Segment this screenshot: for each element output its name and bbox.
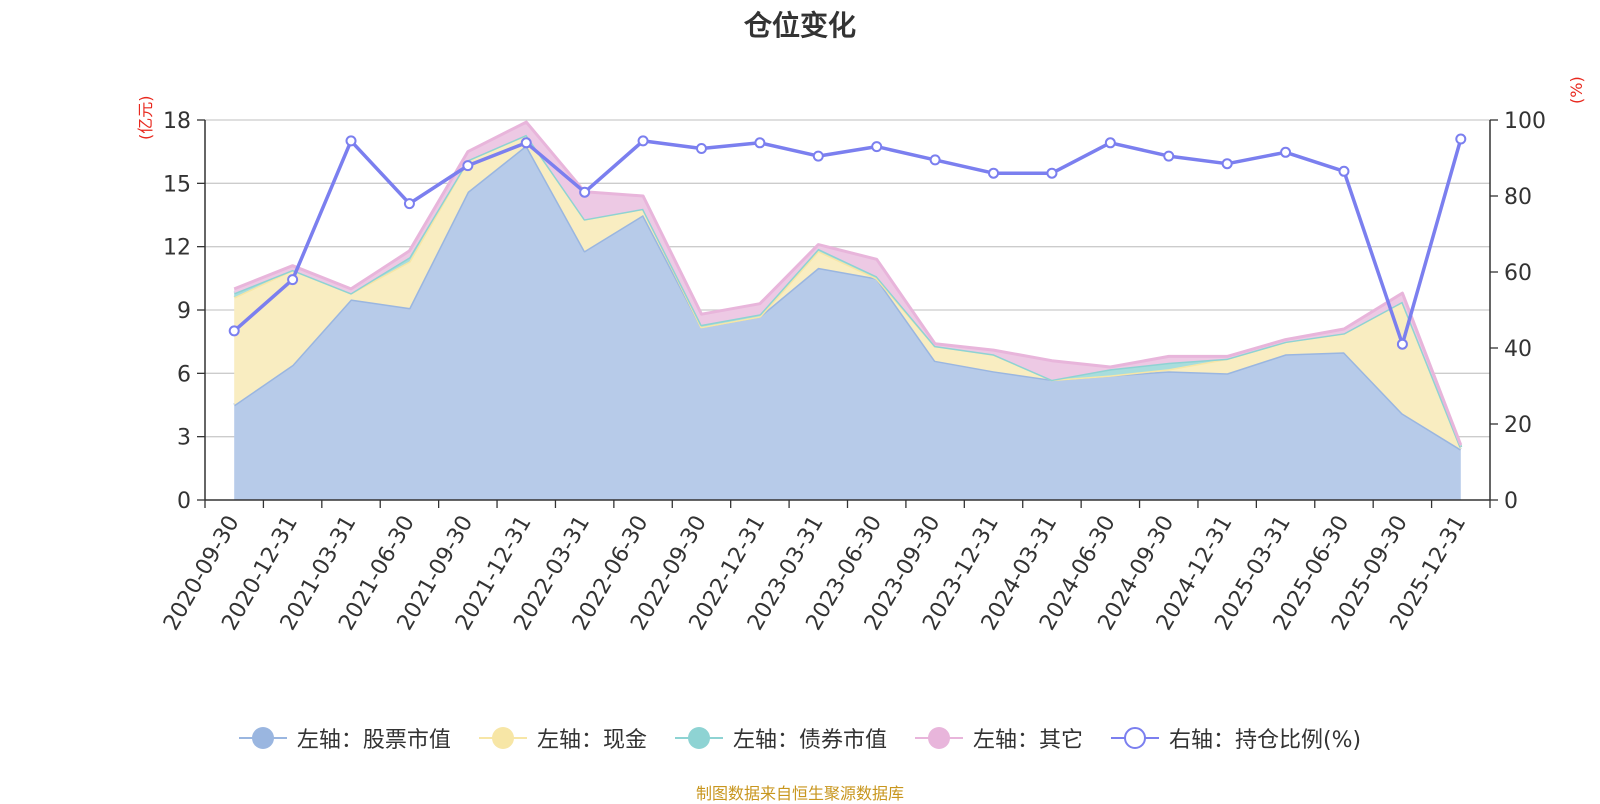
left-axis-tick-label: 3 [177, 426, 191, 451]
ratio-point [1163, 150, 1175, 162]
chart-title: 仓位变化 [743, 9, 856, 42]
ratio-point [1280, 146, 1292, 158]
legend-bond-swatch-icon [674, 727, 723, 749]
ratio-point [403, 198, 415, 210]
legend: 左轴：股票市值 左轴：现金 左轴：债券市值 左轴：其它 右轴：持仓比例(%) [0, 722, 1600, 754]
legend-label: 右轴：持仓比例(%) [1168, 728, 1362, 753]
ratio-point [1338, 165, 1350, 177]
legend-item-cash[interactable]: 左轴：现金 [478, 722, 647, 754]
legend-item-ratio[interactable]: 右轴：持仓比例(%) [1110, 722, 1362, 754]
legend-item-bond[interactable]: 左轴：债券市值 [674, 722, 887, 754]
ratio-point [228, 325, 240, 337]
ratio-point [579, 186, 591, 198]
right-axis-tick-label: 40 [1504, 337, 1532, 362]
left-axis-unit: (亿元) [136, 95, 155, 141]
ratio-point [637, 135, 649, 147]
legend-label: 左轴：股票市值 [296, 728, 451, 753]
ratio-line [233, 138, 1463, 346]
ratio-point [1046, 167, 1058, 179]
legend-label: 左轴：现金 [536, 728, 647, 753]
area-series-2 [234, 134, 1461, 448]
right-axis-unit: (%) [1567, 76, 1586, 104]
legend-label: 左轴：债券市值 [732, 728, 887, 753]
legend-ratio-swatch-icon [1110, 727, 1159, 749]
ratio-point [1396, 338, 1408, 350]
ratio-point [988, 167, 1000, 179]
area-series-0 [234, 145, 1461, 501]
legend-item-stock[interactable]: 左轴：股票市值 [238, 722, 451, 754]
left-axis-tick-label: 18 [163, 109, 191, 134]
source-note: 制图数据来自恒生聚源数据库 [695, 784, 904, 803]
ratio-point [1221, 158, 1233, 170]
ratio-point [462, 160, 474, 172]
area-edge-series-3 [233, 120, 1463, 446]
ratio-point [1455, 133, 1467, 145]
legend-label: 左轴：其它 [972, 728, 1083, 753]
ratio-point [287, 274, 299, 286]
ratio-point [754, 137, 766, 149]
right-axis-tick-label: 100 [1504, 109, 1546, 134]
ratio-point [1104, 137, 1116, 149]
ratio-point [929, 154, 941, 166]
left-axis-tick-label: 15 [163, 172, 191, 197]
left-axis-tick-label: 9 [177, 299, 191, 324]
legend-cash-swatch-icon [478, 727, 527, 749]
ratio-point [812, 150, 824, 162]
ratio-point [695, 143, 707, 154]
ratio-point [520, 137, 532, 149]
left-axis-tick-label: 12 [163, 236, 191, 261]
right-axis-tick-label: 60 [1504, 261, 1532, 286]
ratio-point [871, 141, 883, 153]
ratio-point [345, 135, 357, 147]
left-axis-tick-label: 0 [177, 489, 191, 514]
legend-other-swatch-icon [914, 727, 963, 749]
legend-item-other[interactable]: 左轴：其它 [914, 722, 1083, 754]
left-axis-tick-label: 6 [177, 362, 191, 387]
right-axis-tick-label: 80 [1504, 185, 1532, 210]
right-axis-tick-label: 0 [1504, 489, 1518, 514]
legend-stock-swatch-icon [238, 727, 287, 749]
right-axis-tick-label: 20 [1504, 413, 1532, 438]
